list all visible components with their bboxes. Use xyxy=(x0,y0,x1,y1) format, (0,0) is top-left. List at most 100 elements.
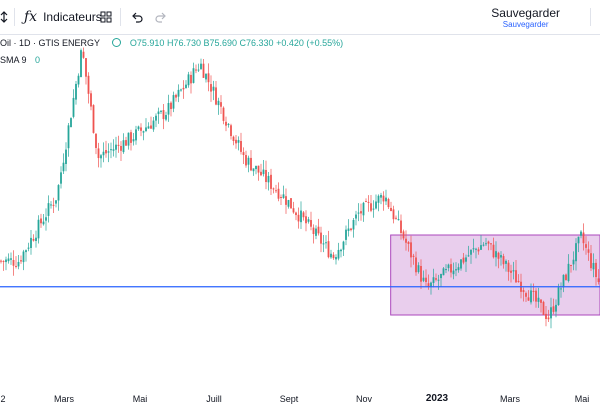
candle xyxy=(150,116,152,129)
candle xyxy=(412,253,415,265)
candle xyxy=(512,261,515,280)
candle xyxy=(90,90,92,111)
candle xyxy=(487,240,490,251)
candle xyxy=(92,104,95,134)
candle xyxy=(285,188,287,214)
candle xyxy=(300,201,302,230)
candle xyxy=(205,73,207,83)
candle xyxy=(482,242,485,247)
candle xyxy=(447,263,450,272)
candle xyxy=(535,288,537,308)
candle xyxy=(75,81,77,105)
candle xyxy=(477,247,480,255)
undo-button[interactable] xyxy=(131,0,143,34)
candle xyxy=(537,287,540,308)
candle xyxy=(202,58,205,78)
candle xyxy=(342,240,345,256)
top-toolbar: ƒx Indicateurs Sauvegarder Sauvegarder xyxy=(0,0,600,35)
ohlc-high: H76.730 xyxy=(166,38,201,48)
candle xyxy=(155,113,157,128)
candle xyxy=(2,260,5,271)
candle xyxy=(25,249,27,262)
candle xyxy=(395,215,397,220)
save-button[interactable]: Sauvegarder Sauvegarder xyxy=(491,7,560,30)
candle xyxy=(507,259,510,281)
compare-icon[interactable] xyxy=(0,0,10,34)
candle xyxy=(50,201,52,209)
candle xyxy=(162,103,165,130)
candle xyxy=(212,80,215,101)
indicators-button[interactable]: ƒx Indicateurs xyxy=(24,0,102,34)
toolbar-divider xyxy=(120,8,121,26)
candle xyxy=(135,125,137,145)
candle xyxy=(577,236,580,253)
x-tick-label: Mars xyxy=(500,394,520,404)
candle xyxy=(357,203,360,222)
candle xyxy=(210,75,212,102)
candle xyxy=(220,95,222,115)
candle xyxy=(400,214,402,240)
candle xyxy=(262,159,265,177)
candle xyxy=(110,142,112,159)
candle xyxy=(525,291,527,303)
candle xyxy=(172,91,175,113)
market-status-icon xyxy=(112,38,122,47)
candle xyxy=(425,269,427,287)
ohlc-change: +0.420 (+0.55%) xyxy=(276,38,344,48)
save-label: Sauvegarder xyxy=(491,6,560,20)
candle xyxy=(492,237,495,259)
candle xyxy=(247,155,250,173)
candle xyxy=(587,241,590,261)
candle xyxy=(85,58,87,85)
candle xyxy=(72,89,75,119)
sma-legend[interactable]: SMA 9 0 xyxy=(0,55,40,65)
candle xyxy=(572,251,575,271)
candle xyxy=(157,107,160,124)
ohlc-close: C76.330 xyxy=(239,38,274,48)
candle xyxy=(132,132,135,146)
candle xyxy=(320,226,322,253)
candle xyxy=(565,273,567,281)
candle xyxy=(585,236,587,255)
candle xyxy=(575,238,577,271)
candle xyxy=(327,230,330,259)
candle xyxy=(80,48,82,78)
candle xyxy=(40,213,42,228)
candle xyxy=(107,143,110,163)
candle xyxy=(280,194,282,206)
candle xyxy=(105,140,107,158)
candle xyxy=(57,184,60,211)
candle xyxy=(47,195,50,223)
candle xyxy=(292,201,295,214)
candle xyxy=(137,125,140,131)
candle xyxy=(345,225,347,246)
candle xyxy=(430,281,432,295)
candle xyxy=(385,189,387,205)
candle xyxy=(272,187,275,194)
candle xyxy=(70,117,72,128)
time-axis[interactable]: 2 Mars Mai Juill Sept Nov 2023 Mars Mai xyxy=(0,390,600,413)
candle xyxy=(545,306,547,327)
candle xyxy=(547,309,550,322)
candle xyxy=(410,235,412,268)
candle xyxy=(217,97,220,115)
layout-grid-button[interactable] xyxy=(100,0,112,34)
candle xyxy=(122,133,125,154)
candle xyxy=(367,195,370,212)
candle xyxy=(165,111,167,122)
redo-button[interactable] xyxy=(155,0,167,34)
candle xyxy=(515,259,517,283)
indicators-label: Indicateurs xyxy=(43,10,102,24)
symbol-title[interactable]: Oil · 1D · GTIS ENERGY xyxy=(0,38,100,48)
ohlc-open: O75.910 xyxy=(129,38,165,48)
candle xyxy=(480,235,482,250)
sma-label: SMA 9 xyxy=(0,55,27,65)
candle xyxy=(45,208,47,231)
candle xyxy=(35,230,37,248)
price-chart[interactable] xyxy=(0,35,600,390)
candle xyxy=(267,171,270,191)
redo-icon xyxy=(155,12,166,23)
candle xyxy=(402,229,405,241)
candle xyxy=(317,218,320,236)
candle xyxy=(100,154,102,168)
